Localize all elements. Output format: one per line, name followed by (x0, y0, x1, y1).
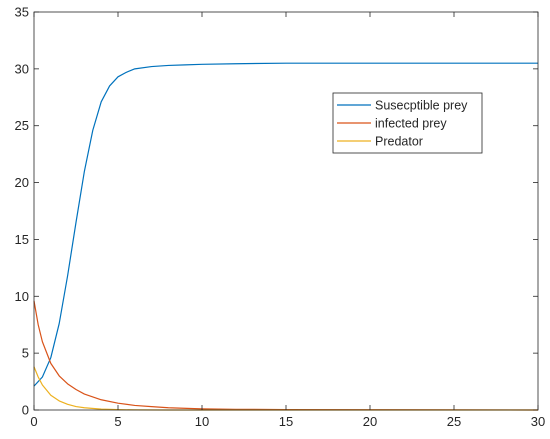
legend: Susecptible prey infected prey Predator (332, 92, 483, 154)
x-axis: 0 5 10 15 20 25 30 (30, 12, 545, 429)
plot-area (34, 12, 538, 410)
x-tick-label: 0 (30, 414, 37, 429)
series-line-1 (33, 62, 538, 387)
x-tick-label: 30 (531, 414, 545, 429)
x-tick-label: 15 (279, 414, 293, 429)
legend-label: infected prey (375, 117, 447, 131)
y-axis: 0 5 10 15 20 25 30 35 (15, 5, 538, 418)
legend-label: Susecptible prey (375, 99, 468, 113)
legend-label: Predator (375, 135, 423, 149)
y-tick-label: 25 (15, 118, 29, 133)
x-tick-label: 25 (447, 414, 461, 429)
x-tick-label: 5 (114, 414, 121, 429)
y-tick-label: 20 (15, 175, 29, 190)
y-tick-label: 0 (22, 403, 29, 418)
x-tick-label: 10 (195, 414, 209, 429)
y-tick-label: 35 (15, 5, 29, 20)
y-tick-label: 5 (22, 346, 29, 361)
y-tick-label: 10 (15, 289, 29, 304)
y-tick-label: 15 (15, 232, 29, 247)
y-tick-label: 30 (15, 61, 29, 76)
x-tick-label: 20 (363, 414, 377, 429)
